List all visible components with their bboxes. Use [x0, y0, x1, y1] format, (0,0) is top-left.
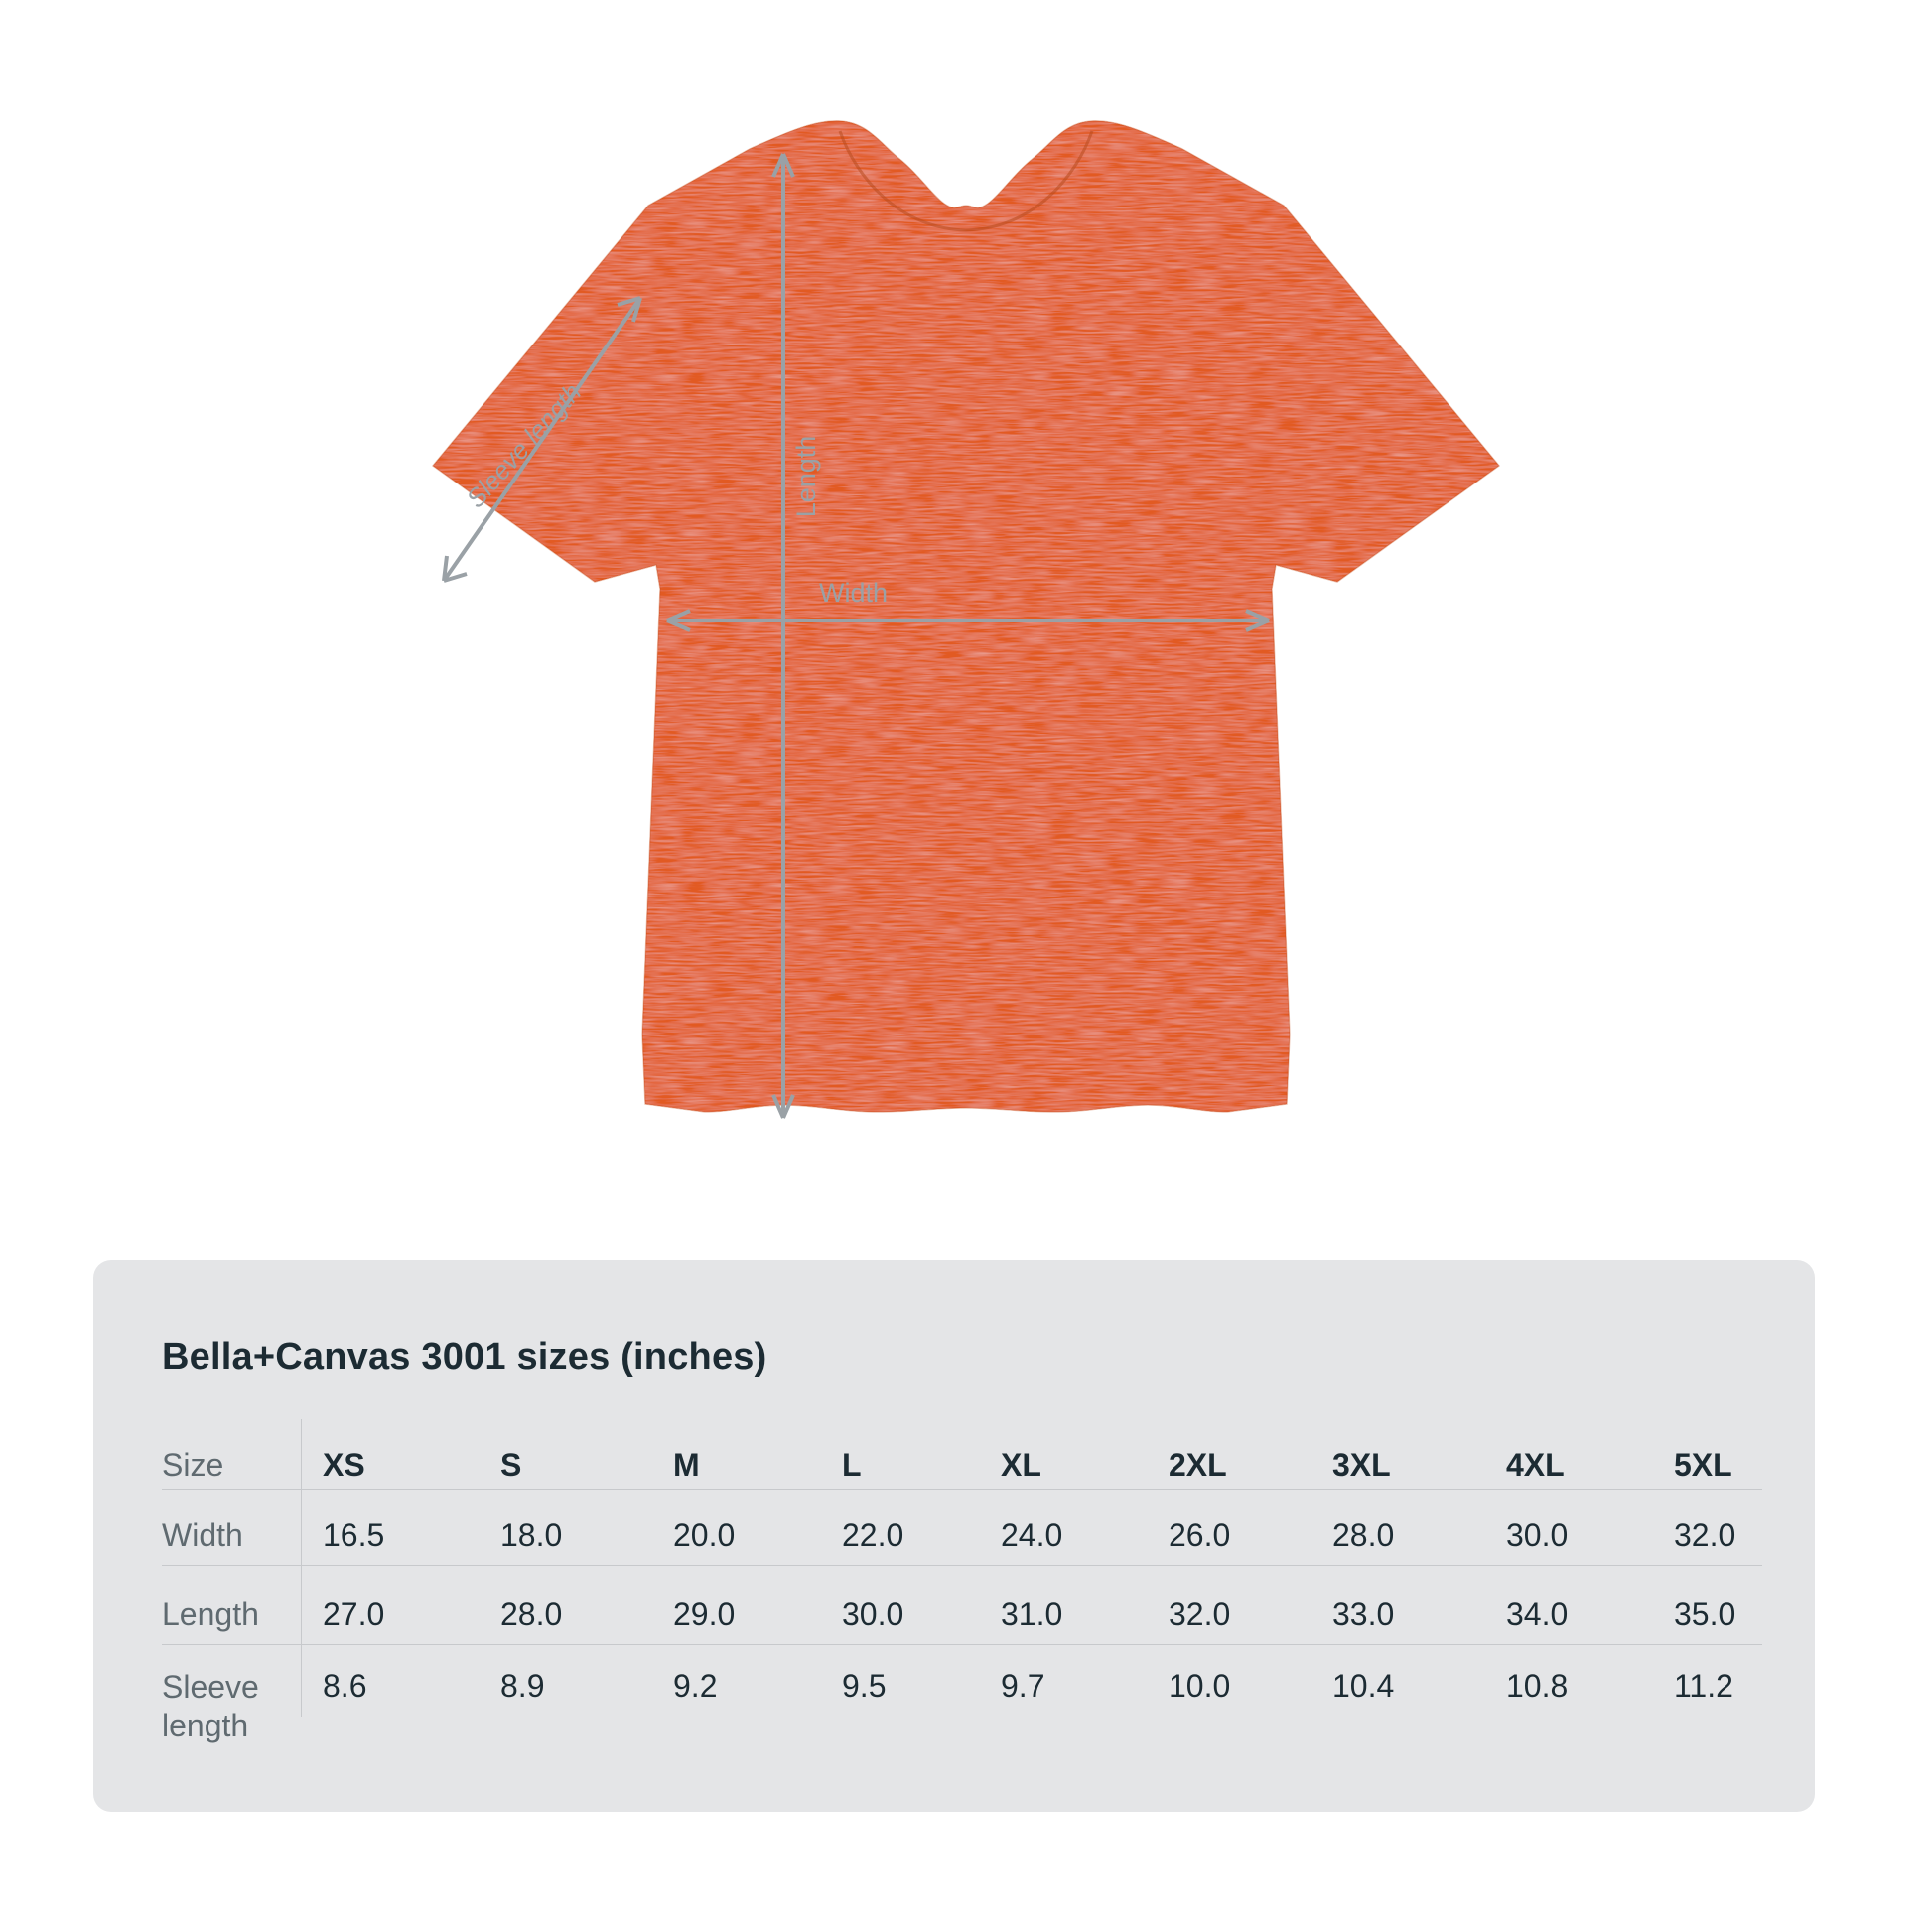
svg-text:Width: Width — [819, 578, 888, 608]
svg-text:Length: Length — [791, 436, 821, 518]
